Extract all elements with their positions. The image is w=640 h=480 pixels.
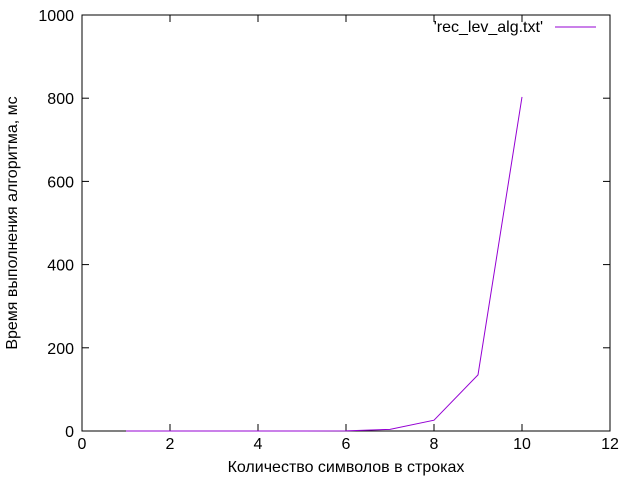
y-tick-label: 0 xyxy=(65,424,74,441)
x-axis-label: Количество символов в строках xyxy=(228,459,465,476)
series-line xyxy=(126,96,523,432)
series-layer xyxy=(126,96,523,432)
legend: 'rec_lev_alg.txt' xyxy=(434,19,596,36)
axis-ticks xyxy=(81,14,611,432)
y-tick-label: 800 xyxy=(47,91,74,108)
y-tick-label: 200 xyxy=(47,341,74,358)
x-tick-label: 2 xyxy=(166,436,175,453)
x-tick-label: 10 xyxy=(513,436,531,453)
y-tick-label: 1000 xyxy=(38,8,74,25)
x-tick-label: 0 xyxy=(78,436,87,453)
plot-frame xyxy=(81,14,611,432)
x-tick-label: 6 xyxy=(342,436,351,453)
x-tick-label: 8 xyxy=(430,436,439,453)
x-tick-label: 4 xyxy=(254,436,263,453)
legend-label: 'rec_lev_alg.txt' xyxy=(434,19,543,36)
y-axis-label: Время выполнения алгоритма, мс xyxy=(4,96,21,349)
x-tick-label: 12 xyxy=(601,436,619,453)
y-tick-label: 400 xyxy=(47,258,74,275)
y-tick-label: 600 xyxy=(47,174,74,191)
axis-tick-labels: 0 2 4 6 8 10 12 0 200 400 600 800 1000 xyxy=(38,8,619,453)
